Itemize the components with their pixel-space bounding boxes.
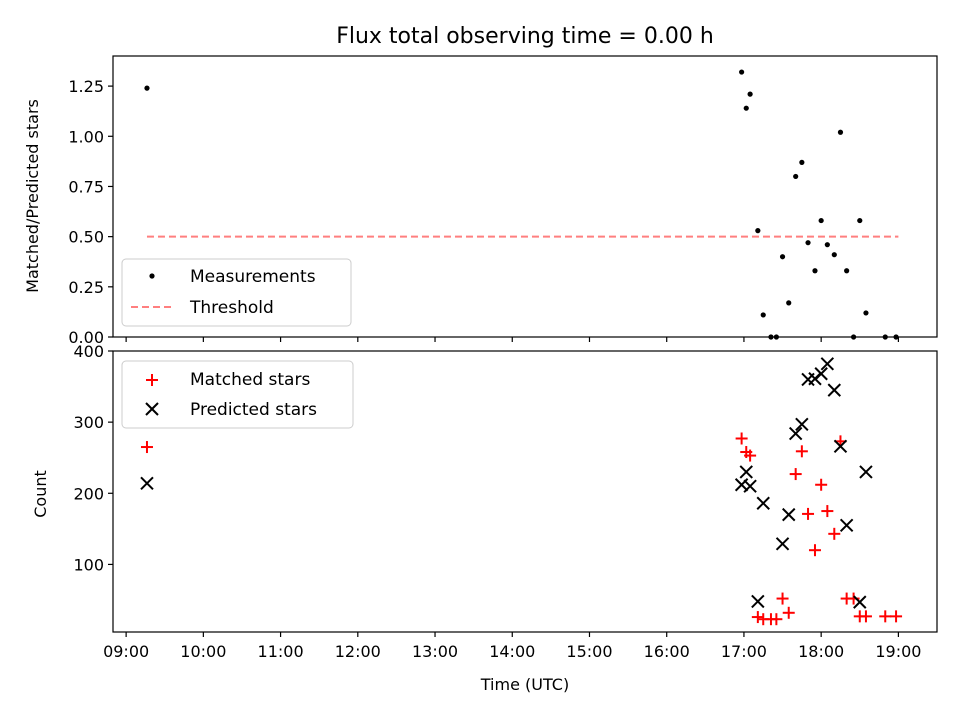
predicted-stars-point (743, 479, 757, 493)
x-tick-label: 13:00 (412, 642, 458, 661)
measurements-point (812, 268, 818, 274)
matched-stars-point (802, 507, 815, 520)
matched-stars-point (890, 610, 903, 623)
matched-stars-point (776, 592, 789, 605)
x-tick-label: 10:00 (180, 642, 226, 661)
bottom-legend: Matched stars Predicted stars (121, 360, 354, 429)
x-tick-label: 19:00 (875, 642, 921, 661)
predicted-stars-point (751, 594, 765, 609)
predicted-stars-point (833, 439, 848, 454)
measurements-point (799, 159, 805, 165)
measurements-point (743, 105, 749, 111)
top-x-ticks (125, 337, 899, 342)
top-y-tick-label: 0.00 (68, 328, 104, 347)
bottom-panel: Count Time (UTC) 100 200 300 400 09:00 10:00… (31, 342, 938, 694)
bottom-y-ticks: 100 200 300 400 (73, 342, 113, 574)
measurements-point (760, 312, 766, 318)
top-y-axis-label: Matched/Predicted stars (23, 99, 42, 293)
matched-stars-point (828, 527, 841, 540)
legend-measurements-label: Measurements (190, 267, 316, 287)
measurements-point (863, 310, 869, 316)
measurements-point (844, 268, 850, 274)
matched-stars-point (744, 449, 757, 462)
measurements-point (805, 240, 811, 246)
top-y-tick-label: 0.25 (68, 278, 104, 297)
predicted-stars-point (795, 417, 809, 431)
bottom-plot-frame (112, 350, 938, 633)
measurements-point (755, 228, 761, 234)
legend-matched-label: Matched stars (190, 370, 310, 390)
x-tick-label: 12:00 (335, 642, 381, 661)
top-y-tick-label: 0.50 (68, 228, 104, 247)
top-y-tick-label: 1.00 (68, 127, 104, 146)
matched-stars-point (735, 432, 748, 445)
measurements-point (818, 217, 824, 224)
predicted-stars-point (140, 476, 154, 491)
measurements-point (144, 85, 150, 91)
top-y-tick-label: 0.75 (68, 177, 104, 196)
predicted-stars-point (775, 537, 790, 551)
measurements-point (747, 91, 753, 97)
legend-predicted-marker (145, 402, 159, 416)
matched-stars-point (770, 613, 783, 626)
measurements-point (739, 69, 745, 75)
measurements-point (831, 252, 837, 258)
legend-predicted-label: Predicted stars (190, 400, 317, 420)
measurements-point (779, 254, 786, 260)
measurements-point (824, 242, 830, 248)
predicted-stars-point (788, 426, 803, 441)
predicted-stars-point (820, 357, 835, 371)
matched-stars-point (879, 610, 892, 623)
measurements-point (857, 217, 863, 224)
x-tick-label: 14:00 (489, 642, 535, 661)
matched-stars-point (815, 478, 828, 491)
matched-stars-point (789, 468, 802, 481)
x-tick-label: 09:00 (103, 642, 149, 661)
predicted-stars-point (827, 383, 841, 397)
bottom-plot-data (140, 357, 903, 626)
matched-stars-point (795, 445, 808, 458)
predicted-stars-point (814, 367, 828, 381)
matched-stars-point (140, 441, 153, 454)
top-y-tick-label: 1.25 (68, 77, 104, 96)
bottom-y-tick-label: 300 (73, 413, 104, 432)
top-legend: Measurements Threshold (121, 258, 352, 327)
matched-stars-point (859, 610, 872, 623)
legend-threshold-label: Threshold (189, 298, 274, 318)
top-plot-frame (112, 55, 938, 338)
x-tick-label: 18:00 (798, 642, 844, 661)
predicted-stars-point (782, 507, 796, 522)
matched-stars-point (751, 611, 764, 624)
x-axis-label: Time (UTC) (480, 675, 569, 694)
x-tick-label: 16:00 (644, 642, 690, 661)
predicted-stars-point (859, 465, 873, 479)
top-y-ticks: 0.00 0.25 0.50 0.75 1.00 1.25 (68, 77, 113, 347)
measurements-point (786, 300, 792, 306)
bottom-y-tick-label: 400 (73, 342, 104, 361)
bottom-y-tick-label: 100 (73, 555, 104, 574)
x-tick-label: 15:00 (566, 642, 612, 661)
top-panel: Matched/Predicted stars 0.00 0.25 0.50 0.75… (23, 55, 938, 347)
top-legend-box (121, 258, 352, 327)
x-tick-label: 17:00 (721, 642, 767, 661)
bottom-y-axis-label: Count (31, 470, 50, 518)
predicted-stars-point (756, 496, 770, 510)
predicted-stars-point (739, 465, 753, 479)
matched-stars-point (821, 505, 834, 518)
bottom-y-tick-label: 200 (73, 484, 104, 503)
predicted-stars-point (839, 518, 854, 532)
x-tick-label: 11:00 (258, 642, 304, 661)
chart-title: Flux total observing time = 0.00 h (336, 24, 714, 49)
measurements-point (837, 129, 844, 135)
measurements-point (793, 173, 799, 180)
legend-measurements-marker (149, 273, 155, 279)
legend-matched-marker (146, 374, 158, 386)
matched-stars-point (808, 544, 821, 557)
bottom-x-ticks: 09:00 10:00 11:00 12:00 13:00 14:00 15:00 16:00… (103, 632, 921, 661)
bottom-legend-box (121, 360, 354, 429)
predicted-stars-point (853, 595, 867, 609)
matched-stars-point (782, 606, 795, 619)
